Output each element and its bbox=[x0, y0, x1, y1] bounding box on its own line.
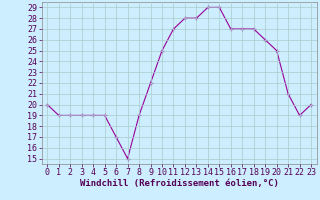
X-axis label: Windchill (Refroidissement éolien,°C): Windchill (Refroidissement éolien,°C) bbox=[80, 179, 279, 188]
